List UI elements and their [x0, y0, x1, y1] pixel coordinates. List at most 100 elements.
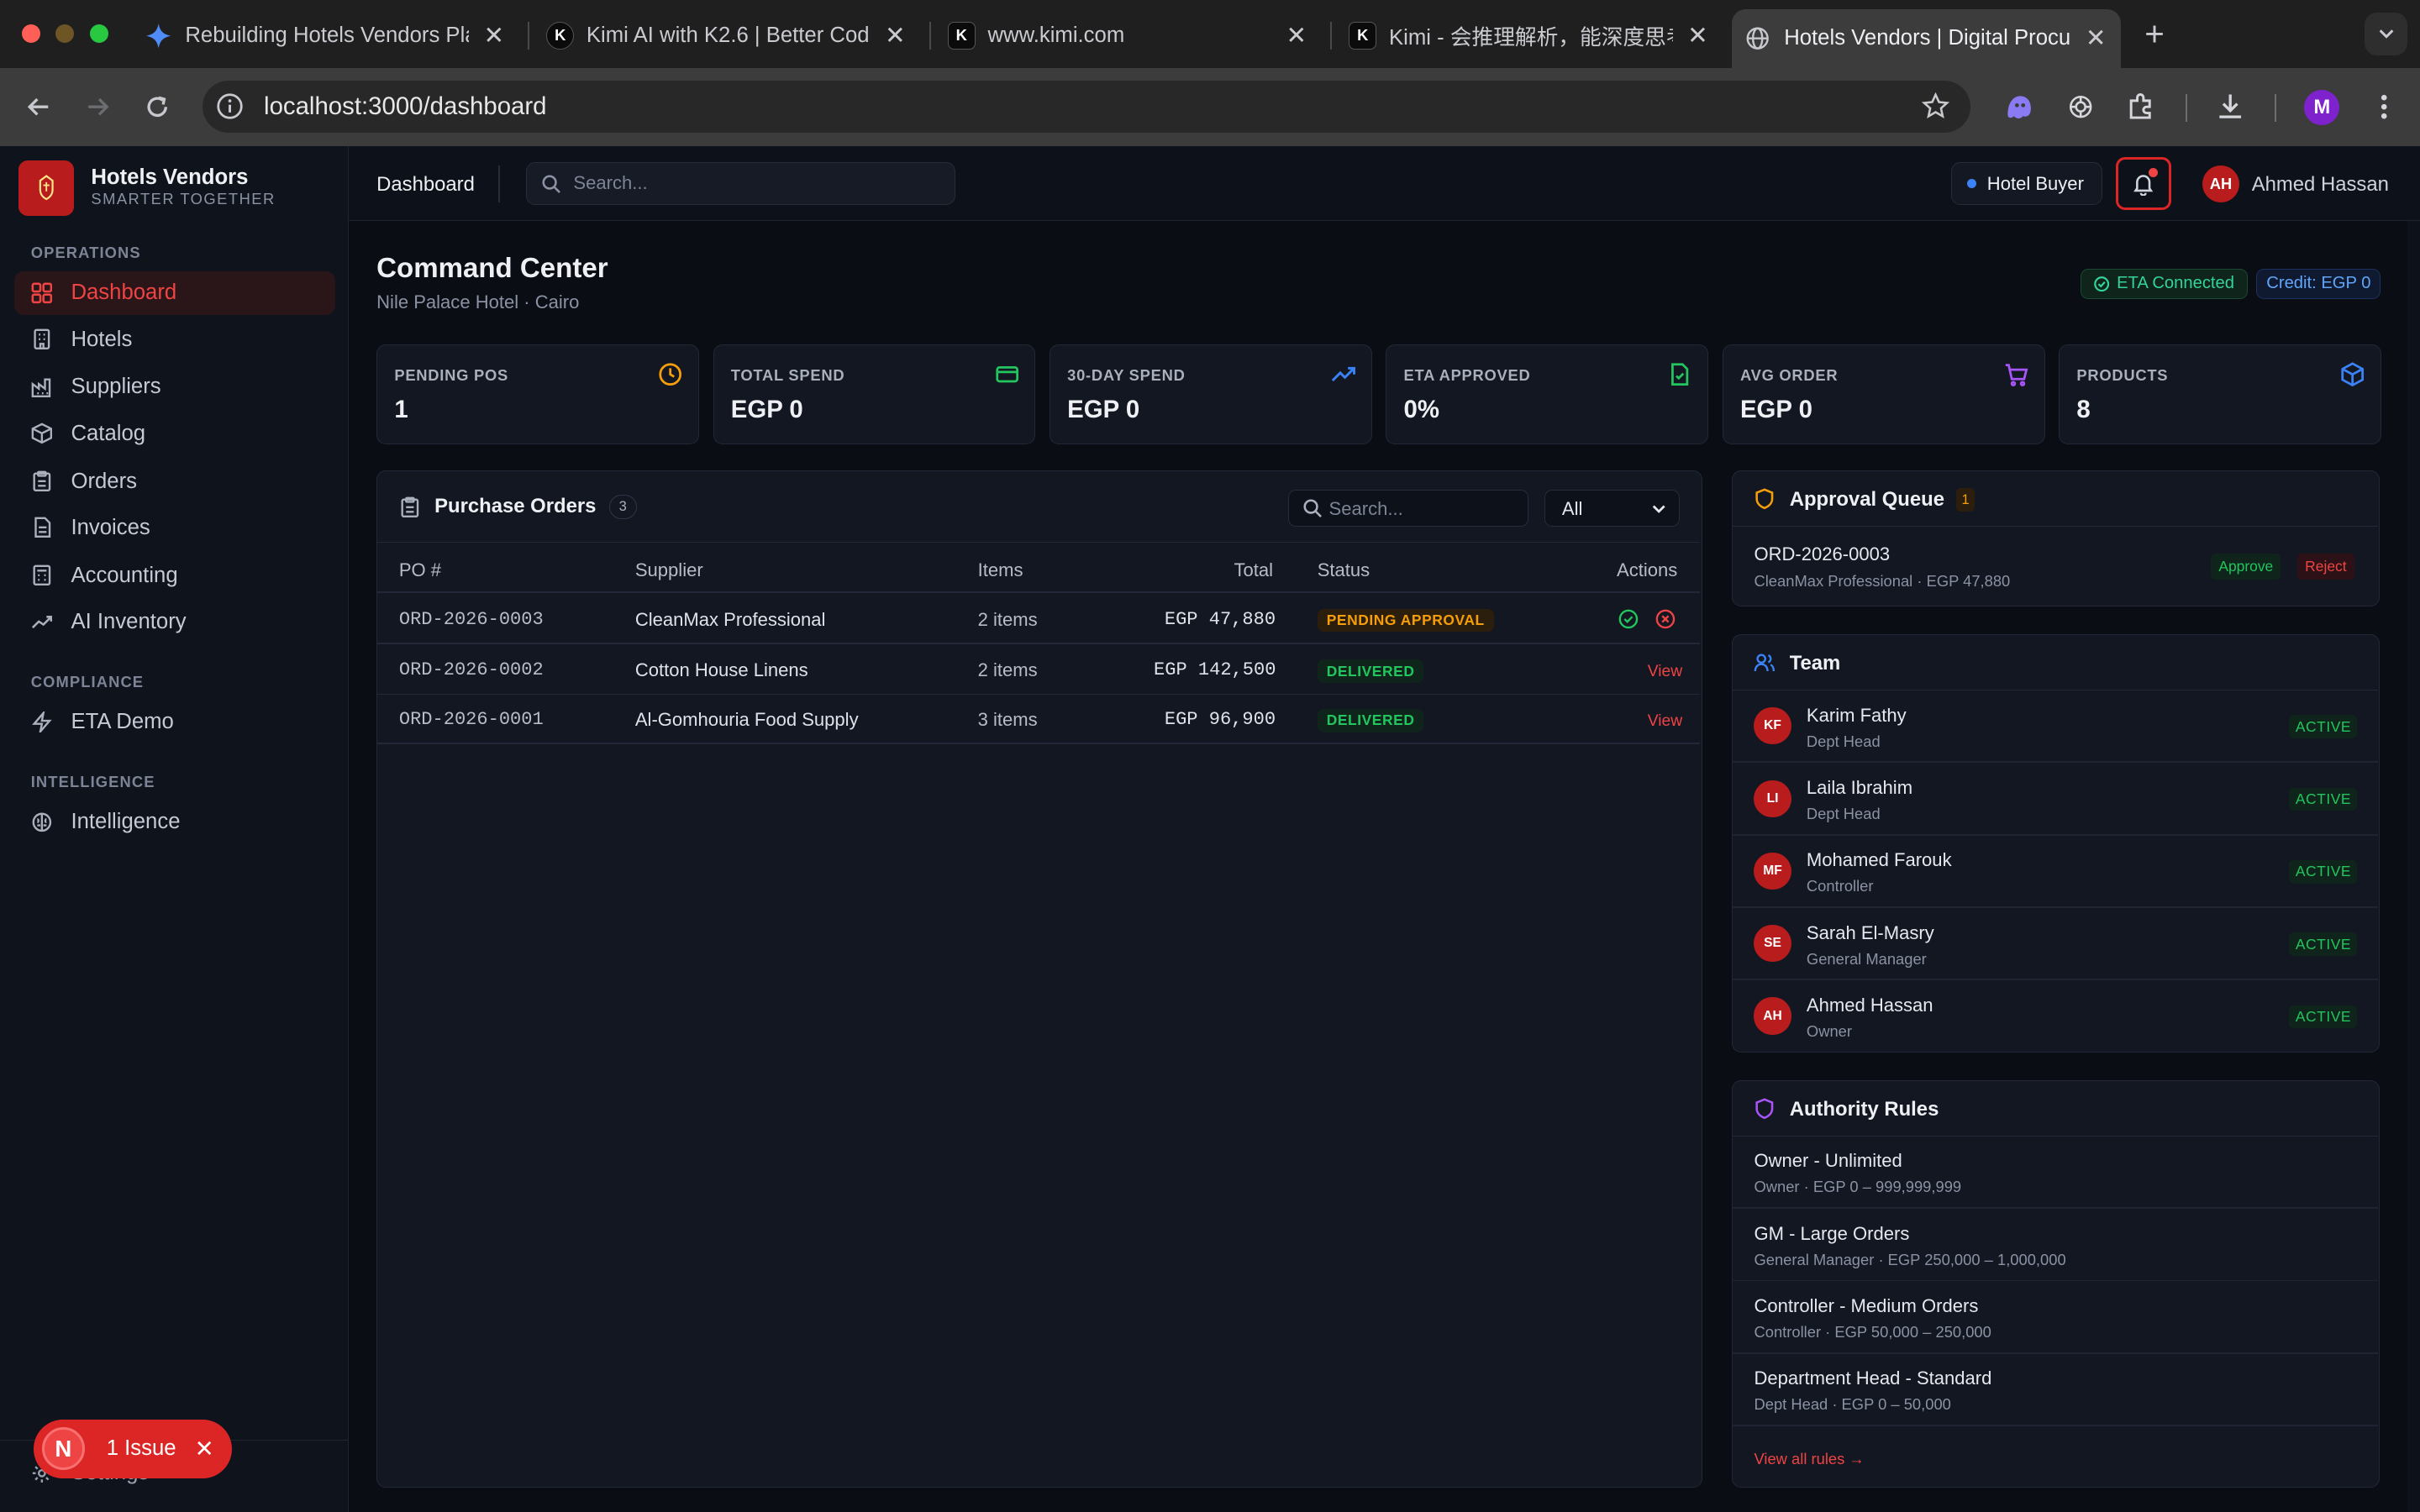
arrow-left-icon — [27, 97, 48, 116]
notifications-button[interactable] — [2116, 157, 2172, 210]
shield-icon — [1755, 1098, 1774, 1120]
po-number[interactable]: ORD-2026-0002 — [398, 659, 544, 681]
sidebar-item-orders[interactable]: Orders — [14, 459, 335, 502]
reject-button[interactable]: Reject — [2296, 553, 2354, 580]
approve-button[interactable]: Approve — [2211, 553, 2281, 580]
avatar[interactable]: AH — [2202, 165, 2240, 202]
cart-icon — [2005, 364, 2028, 386]
column-header-po[interactable]: PO # — [398, 559, 442, 580]
sidebar-item-eta-demo[interactable]: ETA Demo — [14, 701, 335, 743]
approval-order-id[interactable]: ORD-2026-0003 — [1754, 543, 1891, 565]
rule-detail: General Manager · EGP 250,000 – 1,000,00… — [1754, 1250, 2066, 1268]
rule-name[interactable]: Owner - Unlimited — [1754, 1150, 1902, 1172]
member-name[interactable]: Sarah El-Masry — [1806, 921, 1934, 943]
browser-tab-3[interactable]: K www.kimi.com ✕ — [935, 13, 1321, 59]
brain-icon — [32, 812, 51, 832]
avatar: LI — [1754, 780, 1791, 817]
hotel-logo[interactable] — [18, 160, 75, 217]
tab-title: Kimi AI with K2.6 | Better Cod — [586, 23, 870, 47]
rule-name[interactable]: GM - Large Orders — [1754, 1222, 1910, 1244]
rule-name[interactable]: Controller - Medium Orders — [1754, 1294, 1979, 1316]
browser-tab-5-active[interactable]: Hotels Vendors | Digital Procu ✕ — [1731, 9, 2121, 68]
close-tab-icon[interactable]: ✕ — [1286, 21, 1307, 50]
extension-ghost-icon[interactable] — [2002, 90, 2035, 123]
sidebar-item-dashboard[interactable]: Dashboard — [13, 271, 335, 315]
extension-openai-icon[interactable] — [2064, 90, 2097, 123]
status-badge: PENDING APPROVAL — [1317, 608, 1494, 633]
back-button[interactable] — [22, 90, 55, 123]
new-tab-button[interactable]: + — [2144, 14, 2165, 54]
view-all-rules-link[interactable]: View all rules → — [1754, 1449, 1865, 1467]
close-tab-icon[interactable]: ✕ — [1687, 21, 1708, 50]
user-name[interactable]: Ahmed Hassan — [2251, 172, 2389, 196]
extensions-puzzle-icon[interactable] — [2123, 90, 2157, 123]
status-badge: ACTIVE — [2289, 1005, 2358, 1029]
column-header-total[interactable]: Total — [1234, 559, 1274, 580]
downloads-icon[interactable] — [2213, 90, 2247, 123]
crest-icon — [39, 174, 54, 201]
forward-button[interactable] — [81, 90, 114, 123]
member-name[interactable]: Laila Ibrahim — [1806, 776, 1913, 798]
close-icon[interactable]: ✕ — [194, 1435, 214, 1462]
sidebar-item-invoices[interactable]: Invoices — [14, 506, 335, 549]
browser-tab-1[interactable]: Rebuilding Hotels Vendors Pla ✕ — [133, 13, 518, 59]
site-info-icon — [217, 93, 243, 119]
po-number[interactable]: ORD-2026-0001 — [398, 709, 544, 731]
more-menu-icon[interactable] — [2367, 90, 2401, 123]
browser-tab-4[interactable]: K Kimi - 会推理解析，能深度思考 ✕ — [1337, 13, 1723, 59]
minimize-window-button[interactable] — [55, 24, 75, 44]
column-header-supplier[interactable]: Supplier — [634, 559, 703, 580]
reload-button[interactable] — [140, 90, 174, 123]
global-search[interactable] — [526, 161, 955, 206]
address-bar[interactable]: localhost:3000/dashboard — [202, 80, 1971, 133]
close-window-button[interactable] — [21, 24, 40, 44]
close-tab-icon[interactable]: ✕ — [2085, 24, 2107, 53]
notification-dot — [2149, 167, 2159, 177]
po-number[interactable]: ORD-2026-0003 — [398, 608, 544, 630]
sidebar-item-accounting[interactable]: Accounting — [14, 554, 335, 596]
reject-x-icon[interactable] — [1655, 609, 1676, 629]
tab-search-button[interactable] — [2364, 12, 2408, 56]
column-header-items[interactable]: Items — [977, 559, 1023, 580]
search-input[interactable] — [573, 171, 944, 194]
breadcrumb[interactable]: Dashboard — [376, 172, 475, 196]
bell-icon — [2133, 175, 2154, 197]
sidebar-item-catalog[interactable]: Catalog — [14, 412, 335, 454]
maximize-window-button[interactable] — [89, 24, 108, 44]
profile-avatar[interactable]: M — [2304, 89, 2340, 125]
po-search-input[interactable]: Search... — [1287, 490, 1529, 528]
status-badge: ACTIVE — [2289, 932, 2358, 956]
zap-icon — [31, 711, 52, 733]
role-switcher[interactable]: Hotel Buyer — [1950, 161, 2102, 206]
close-tab-icon[interactable]: ✕ — [483, 21, 505, 50]
approve-check-icon[interactable] — [1618, 609, 1639, 629]
close-tab-icon[interactable]: ✕ — [884, 21, 906, 50]
sidebar-item-label: Invoices — [71, 515, 150, 539]
sidebar-item-hotels[interactable]: Hotels — [14, 318, 335, 360]
sidebar-item-intelligence[interactable]: Intelligence — [14, 801, 335, 843]
calculator-icon — [33, 564, 50, 586]
rule-detail: Owner · EGP 0 – 999,999,999 — [1754, 1178, 1962, 1196]
card-title: Team — [1789, 652, 1841, 675]
member-name[interactable]: Mohamed Farouk — [1806, 849, 1952, 871]
member-role: Controller — [1806, 877, 1874, 895]
issue-toast[interactable]: N 1 Issue ✕ — [34, 1419, 232, 1478]
nextjs-logo-icon: N — [41, 1426, 85, 1471]
sidebar-item-suppliers[interactable]: Suppliers — [14, 365, 335, 408]
section-label-compliance: COMPLIANCE — [30, 672, 145, 690]
page-scrollbar[interactable] — [2407, 220, 2420, 1512]
trending-icon — [31, 616, 52, 629]
url-text: localhost:3000/dashboard — [264, 92, 547, 121]
status-badge: ACTIVE — [2289, 860, 2358, 884]
view-link[interactable]: View — [1647, 662, 1683, 680]
view-link[interactable]: View — [1647, 711, 1683, 730]
column-header-status[interactable]: Status — [1317, 559, 1370, 580]
rule-name[interactable]: Department Head - Standard — [1754, 1368, 1992, 1389]
order-total: EGP 142,500 — [1154, 659, 1276, 681]
browser-tab-2[interactable]: K Kimi AI with K2.6 | Better Cod ✕ — [534, 13, 919, 59]
file-check-icon — [1671, 363, 1689, 386]
member-name[interactable]: Ahmed Hassan — [1806, 994, 1933, 1016]
member-name[interactable]: Karim Fathy — [1806, 704, 1907, 726]
status-filter-select[interactable]: All — [1544, 490, 1681, 528]
sidebar-item-ai-inventory[interactable]: AI Inventory — [14, 600, 335, 643]
